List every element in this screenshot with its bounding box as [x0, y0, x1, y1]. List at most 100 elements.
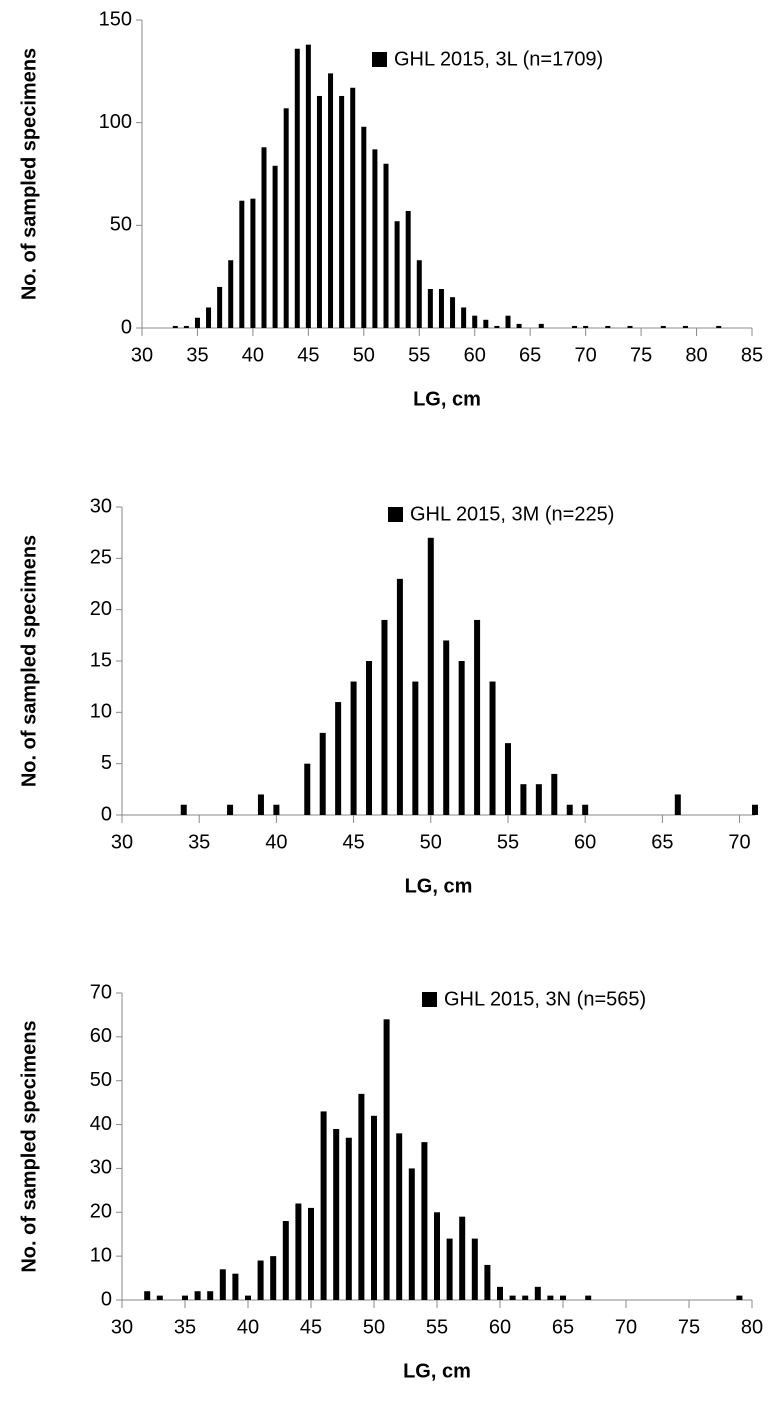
x-tick-label: 35 — [188, 831, 210, 853]
bar — [358, 1093, 365, 1300]
bar — [412, 681, 419, 815]
bar — [339, 95, 345, 329]
y-tick-label: 0 — [101, 1288, 112, 1310]
bar — [261, 147, 267, 328]
bar — [294, 48, 300, 328]
x-tick-label: 70 — [575, 344, 597, 366]
bar — [319, 732, 326, 815]
y-tick-label: 10 — [90, 1244, 112, 1266]
bar — [371, 1115, 377, 1300]
bar — [257, 1260, 264, 1300]
bar — [257, 794, 264, 815]
y-tick-label: 25 — [90, 547, 112, 569]
bar — [232, 1273, 239, 1300]
x-tick-label: 50 — [420, 831, 442, 853]
bar — [494, 325, 500, 328]
bar — [394, 221, 400, 328]
bar — [522, 1295, 529, 1300]
x-tick-label: 75 — [630, 344, 652, 366]
bar — [471, 1238, 478, 1300]
bar — [328, 73, 334, 329]
y-tick-label: 100 — [99, 111, 132, 133]
x-axis-title: LG, cm — [405, 875, 473, 897]
x-tick-label: 65 — [519, 344, 541, 366]
y-tick-label: 0 — [121, 316, 132, 338]
bar — [239, 200, 245, 328]
bar — [272, 165, 278, 328]
x-axis-title: LG, cm — [403, 1360, 471, 1382]
legend-label: GHL 2015, 3M (n=225) — [410, 503, 614, 525]
bar — [270, 1256, 277, 1300]
bar — [350, 681, 357, 815]
bar — [627, 325, 633, 328]
bar — [474, 619, 481, 815]
y-tick-label: 50 — [110, 214, 132, 236]
bar — [383, 1019, 390, 1300]
y-axis-title: No. of sampled specimens — [18, 535, 40, 787]
x-tick-label: 50 — [363, 1316, 385, 1338]
x-tick-label: 65 — [651, 831, 673, 853]
bar — [217, 286, 223, 328]
y-tick-label: 40 — [90, 1113, 112, 1135]
x-tick-label: 35 — [174, 1316, 196, 1338]
y-tick-label: 0 — [101, 803, 112, 825]
y-tick-label: 70 — [90, 981, 112, 1003]
x-tick-label: 65 — [552, 1316, 574, 1338]
bar — [509, 1295, 516, 1300]
bar — [560, 1295, 566, 1300]
bar — [472, 315, 478, 328]
y-tick-label: 15 — [90, 649, 112, 671]
bar — [461, 307, 467, 328]
bar — [283, 108, 289, 328]
bar — [538, 323, 544, 328]
bar — [605, 325, 611, 328]
bar — [516, 323, 522, 328]
bar — [194, 317, 200, 328]
bar — [304, 763, 311, 815]
bar — [156, 1295, 163, 1300]
x-tick-label: 60 — [464, 344, 486, 366]
y-tick-label: 30 — [90, 495, 112, 517]
bar — [421, 1142, 428, 1300]
x-tick-label: 40 — [242, 344, 264, 366]
legend-swatch — [422, 992, 437, 1007]
x-tick-label: 40 — [237, 1316, 259, 1338]
bar — [182, 1295, 188, 1300]
bar — [396, 578, 403, 815]
bar — [752, 804, 758, 815]
bar — [250, 198, 256, 328]
bar — [583, 325, 589, 328]
bar — [372, 149, 378, 328]
x-tick-label: 55 — [426, 1316, 448, 1338]
x-tick-label: 70 — [615, 1316, 637, 1338]
x-tick-label: 45 — [297, 344, 319, 366]
bar — [381, 619, 388, 815]
y-axis-title: No. of sampled specimens — [18, 1020, 40, 1272]
bar — [207, 1291, 214, 1300]
x-tick-label: 35 — [186, 344, 208, 366]
bar — [450, 297, 456, 328]
bar — [295, 1203, 302, 1300]
y-tick-label: 5 — [101, 752, 112, 774]
bar — [551, 773, 558, 815]
x-axis-title: LG, cm — [413, 388, 481, 410]
legend-swatch — [372, 52, 387, 67]
x-tick-label: 75 — [678, 1316, 700, 1338]
x-tick-label: 30 — [131, 344, 153, 366]
bar — [674, 794, 681, 815]
bar — [547, 1295, 554, 1300]
y-axis-title: No. of sampled specimens — [18, 48, 40, 300]
x-tick-label: 60 — [489, 1316, 511, 1338]
bar — [582, 804, 589, 815]
bar — [534, 1286, 541, 1300]
x-tick-label: 80 — [685, 344, 707, 366]
bar — [308, 1207, 314, 1300]
bar — [245, 1295, 251, 1300]
bar — [405, 210, 411, 328]
x-tick-label: 55 — [408, 344, 430, 366]
bar — [535, 784, 542, 815]
bar — [219, 1269, 226, 1300]
bar — [366, 661, 373, 815]
bar — [716, 325, 722, 328]
